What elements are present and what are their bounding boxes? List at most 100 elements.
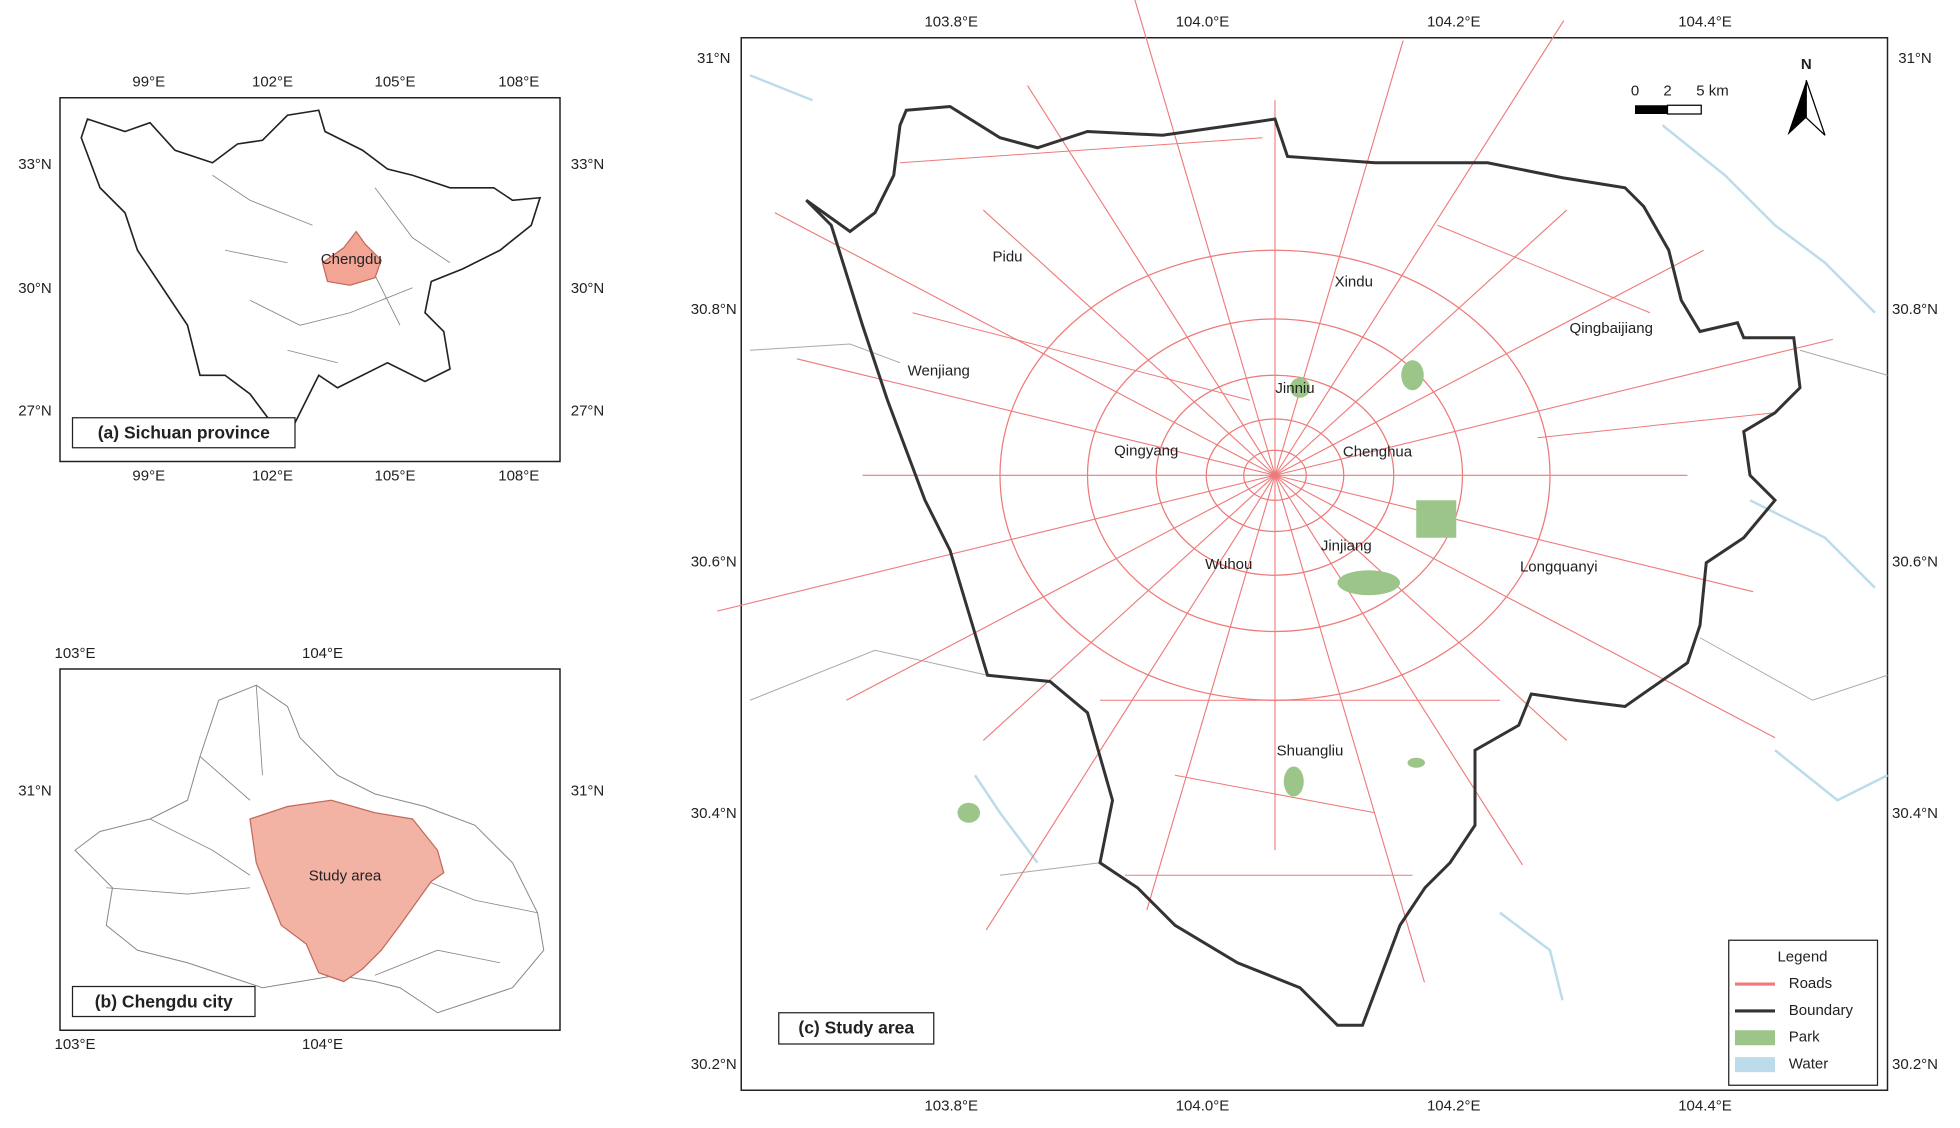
y-tick-label: 27°N	[571, 402, 605, 419]
labels: 99°E 99°E 102°E 102°E 105°E 105°E 108°E 108°E 33…	[18, 14, 1938, 1115]
legend-items: Roads Boundary Park Water	[1735, 975, 1853, 1073]
roads	[717, 0, 1833, 983]
radial-road	[982, 209, 1276, 476]
y-tick-label: 30.2°N	[691, 1056, 737, 1073]
x-tick-label: 104.2°E	[1427, 14, 1481, 31]
x-tick-label: 103.8°E	[924, 1097, 978, 1114]
district-label: Qingbaijiang	[1570, 320, 1653, 337]
district-label: Wuhou	[1205, 556, 1252, 573]
y-tick-label: 30.8°N	[1892, 301, 1938, 318]
park	[1290, 377, 1310, 398]
y-tick-label: 31°N	[571, 782, 605, 799]
radial-road	[1274, 20, 1565, 476]
x-tick-label: 105°E	[374, 467, 415, 484]
park	[1337, 570, 1400, 596]
panel-b-title-box	[71, 985, 256, 1018]
north-label: N	[1801, 56, 1812, 73]
y-tick-label: 33°N	[571, 156, 605, 173]
y-tick-label: 27°N	[18, 402, 52, 419]
district-label: Longquanyi	[1520, 559, 1598, 576]
y-tick-label: 30.6°N	[1892, 554, 1938, 571]
outer-lines	[749, 343, 1888, 876]
panel-b-frame	[59, 668, 561, 1031]
x-tick-label: 104.2°E	[1427, 1097, 1481, 1114]
radial-road	[1274, 475, 1426, 983]
panel-c-title-box	[778, 1012, 935, 1045]
district-label: Chenghua	[1343, 444, 1413, 461]
x-tick-label: 103.8°E	[924, 14, 978, 31]
park	[1407, 757, 1425, 768]
x-tick-label: 104.4°E	[1678, 1097, 1732, 1114]
radial-road	[717, 474, 1276, 612]
x-tick-label: 104°E	[302, 1036, 343, 1053]
radial-road	[1274, 474, 1776, 739]
x-tick-label: 104.0°E	[1176, 14, 1230, 31]
x-tick-label: 103°E	[54, 1036, 95, 1053]
panel-c-frame	[740, 37, 1889, 1091]
park	[1401, 360, 1424, 391]
radial-road	[1274, 474, 1568, 741]
y-tick-label: 30.8°N	[691, 301, 737, 318]
north-arrow-left	[1787, 80, 1807, 136]
radial-road	[1274, 474, 1754, 593]
background-features	[749, 74, 1889, 1001]
y-tick-label: 31°N	[1898, 50, 1932, 67]
scale-label: 2	[1663, 82, 1671, 99]
study-area-highlight	[249, 799, 445, 983]
scale-bar-black	[1635, 105, 1668, 114]
chengdu-label: Chengdu	[321, 251, 382, 268]
panel-a-title: (a) Sichuan province	[98, 423, 270, 443]
road	[899, 137, 1263, 164]
scale-label: 0	[1631, 82, 1639, 99]
north-arrow-right	[1805, 80, 1826, 136]
district-label: Shuangliu	[1277, 742, 1344, 759]
y-tick-label: 30°N	[571, 280, 605, 297]
x-tick-label: 104.4°E	[1678, 14, 1732, 31]
road	[1174, 774, 1376, 814]
x-tick-label: 103°E	[54, 645, 95, 662]
road	[912, 312, 1251, 401]
district-lines	[106, 685, 538, 976]
radial-road	[985, 474, 1276, 931]
y-tick-label: 30.4°N	[1892, 805, 1938, 822]
radial-road	[982, 474, 1276, 741]
radial-road	[1274, 474, 1523, 866]
x-tick-label: 105°E	[374, 74, 415, 91]
road	[1437, 224, 1651, 314]
radial-road	[1146, 475, 1276, 911]
radial-road	[796, 358, 1276, 476]
legend-title: Legend	[1777, 949, 1827, 966]
panel-b-title: (b) Chengdu city	[95, 991, 233, 1011]
y-tick-label: 33°N	[18, 156, 52, 173]
x-tick-label: 104.0°E	[1176, 1097, 1230, 1114]
radial-road	[1274, 338, 1833, 476]
radial-road	[1274, 209, 1568, 476]
y-tick-label: 31°N	[697, 50, 731, 67]
radial-road	[1134, 0, 1276, 476]
district-label: Wenjiang	[908, 362, 970, 379]
y-tick-label: 30.4°N	[691, 805, 737, 822]
prefecture-lines	[212, 174, 451, 364]
legend-label: Water	[1789, 1056, 1828, 1073]
park	[1416, 500, 1457, 538]
district-label: Xindu	[1335, 274, 1373, 291]
x-tick-label: 108°E	[498, 467, 539, 484]
district-label: Jinjiang	[1321, 537, 1372, 554]
legend-swatch	[1735, 1057, 1775, 1073]
radial-road	[1274, 40, 1404, 476]
district-label: Pidu	[992, 249, 1022, 266]
panel-c-title: (c) Study area	[798, 1018, 914, 1038]
panel-a-frame	[59, 97, 561, 463]
road	[1537, 412, 1776, 439]
study-area-label: Study area	[309, 867, 382, 884]
scale-bar-white	[1666, 104, 1702, 115]
x-tick-label: 102°E	[252, 74, 293, 91]
radial-road	[846, 474, 1276, 701]
x-tick-label: 99°E	[132, 74, 165, 91]
legend-label: Roads	[1789, 975, 1832, 992]
district-label: Qingyang	[1114, 442, 1178, 459]
x-tick-label: 99°E	[132, 467, 165, 484]
radial-road	[1274, 249, 1704, 476]
